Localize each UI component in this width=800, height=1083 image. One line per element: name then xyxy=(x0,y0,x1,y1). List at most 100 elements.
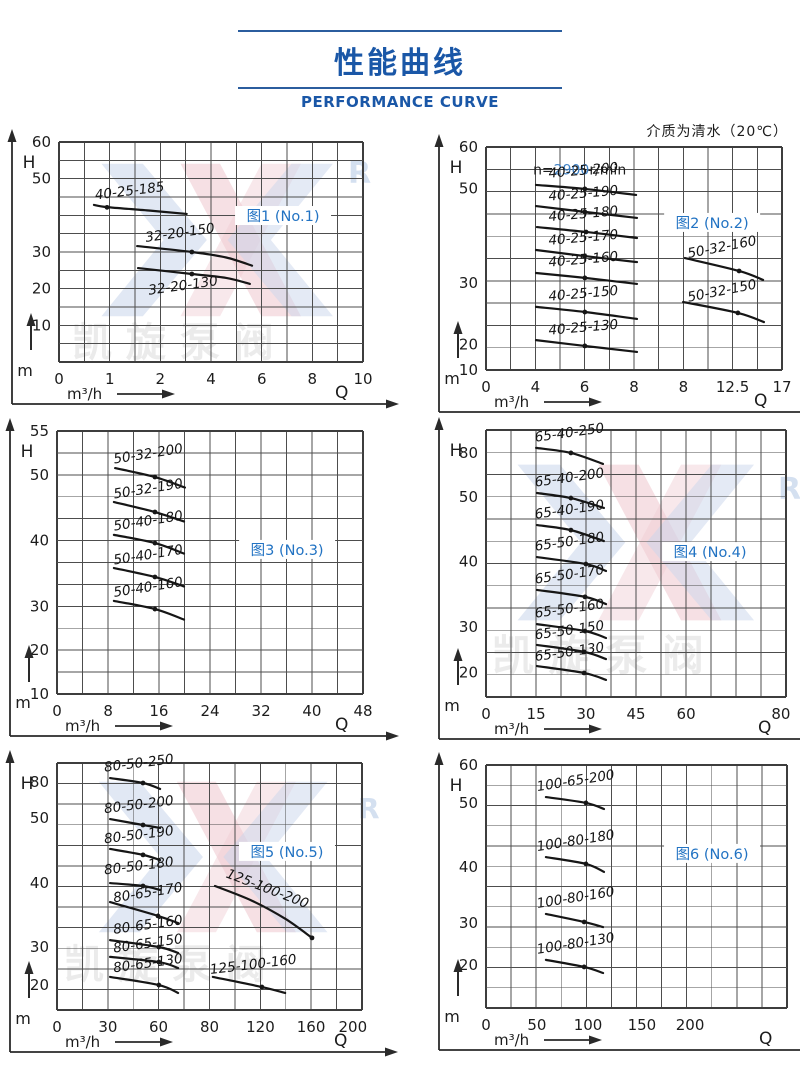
flow-arrow-icon xyxy=(589,397,602,407)
svg-text:50: 50 xyxy=(527,1016,546,1034)
axis-frame xyxy=(9,429,387,737)
meter-arrow-icon xyxy=(26,313,36,326)
curve-label: 125-100-160 xyxy=(209,952,297,978)
curve-40-25-170: 40-25-170 xyxy=(534,227,639,264)
svg-text:m³/h: m³/h xyxy=(67,385,102,403)
axis-captions: Hm m³/h Q xyxy=(15,442,348,735)
rated-point-dot xyxy=(582,209,588,215)
curve-100-80-160: 100-80-160 xyxy=(536,884,616,929)
rated-point-dot xyxy=(583,861,589,867)
svg-text:图5 (No.5): 图5 (No.5) xyxy=(250,845,323,861)
axis-frame xyxy=(438,428,800,740)
svg-text:200: 200 xyxy=(676,1016,705,1034)
axis-tick-labels: 80 50 40 30 20 0 15 30 45 60 80 xyxy=(459,444,791,723)
y-axis-arrow-icon xyxy=(5,750,15,763)
svg-text:Q: Q xyxy=(335,383,348,403)
svg-text:50: 50 xyxy=(459,488,478,506)
svg-text:m: m xyxy=(444,1007,460,1026)
svg-text:H: H xyxy=(450,441,463,461)
svg-text:40: 40 xyxy=(459,858,478,876)
rated-point-dot xyxy=(152,540,158,546)
axis-tick-labels: 60 50 30 20 100 4 6 8 8 12.5 17 xyxy=(459,138,792,396)
svg-text:0: 0 xyxy=(481,1016,491,1034)
svg-text:40: 40 xyxy=(459,552,478,570)
curve-label: 100-80-160 xyxy=(536,884,616,912)
svg-text:60: 60 xyxy=(149,1018,168,1036)
flow-arrow-icon xyxy=(162,389,175,399)
curve-125-100-160: 125-100-160 xyxy=(209,952,297,995)
svg-text:20: 20 xyxy=(459,335,478,353)
curve-40-25-200: 40-25-200 xyxy=(534,160,638,197)
svg-text:图4 (No.4): 图4 (No.4) xyxy=(674,545,747,561)
figure-label-no1: 图1 (No.1) xyxy=(235,206,332,226)
svg-text:200: 200 xyxy=(339,1018,368,1036)
svg-text:40: 40 xyxy=(30,532,49,550)
figure-label-no6: 图6 (No.6) xyxy=(664,843,761,863)
svg-text:20: 20 xyxy=(459,663,478,681)
curve-32-20-130: 32-20-130 xyxy=(136,266,252,299)
svg-text:Q: Q xyxy=(335,715,348,735)
svg-text:30: 30 xyxy=(459,618,478,636)
svg-text:m³/h: m³/h xyxy=(494,393,529,411)
curve-label: 40-25-170 xyxy=(548,227,619,249)
svg-text:8: 8 xyxy=(103,702,113,720)
curve-50-40-160: 50-40-160 xyxy=(112,574,186,621)
meter-arrow-icon xyxy=(453,959,463,972)
rated-point-dot xyxy=(156,959,162,965)
curve-label: 65-40-250 xyxy=(534,420,605,446)
curve-label: 40-25-200 xyxy=(548,160,619,182)
curve-label: 65-50-170 xyxy=(534,562,605,588)
rated-point-dot xyxy=(104,204,110,210)
svg-text:10: 10 xyxy=(459,361,478,379)
svg-text:2: 2 xyxy=(155,370,165,388)
svg-text:20: 20 xyxy=(459,956,478,974)
rated-point-dot xyxy=(189,249,195,255)
x-axis-arrow-icon xyxy=(385,1047,398,1057)
curve-label: 50-32-190 xyxy=(112,476,184,503)
svg-text:80: 80 xyxy=(459,444,478,462)
svg-text:40: 40 xyxy=(302,702,321,720)
svg-text:0: 0 xyxy=(54,370,64,388)
curve-label: 100-80-130 xyxy=(536,930,616,958)
rated-point-dot xyxy=(581,964,587,970)
curve-label: 65-50-130 xyxy=(534,639,605,665)
axis-captions: Hm m³/h Q xyxy=(444,776,772,1049)
svg-text:图6 (No.6): 图6 (No.6) xyxy=(676,847,749,863)
rated-point-dot xyxy=(583,229,589,235)
svg-text:0: 0 xyxy=(52,702,62,720)
flow-arrow-icon xyxy=(589,1035,602,1045)
curve-label: 50-40-180 xyxy=(112,508,184,535)
x-axis-arrow-icon xyxy=(386,731,399,741)
axis-frame xyxy=(438,145,800,413)
svg-text:Q: Q xyxy=(759,1029,772,1049)
chart-canvas-no1: 60 50 30 20 10 0 1 2 4 6 8 10 Hm m³/h Q 40-25-185 32-20-… xyxy=(7,129,399,409)
curve-32-20-150: 32-20-150 xyxy=(136,220,254,267)
rated-point-dot xyxy=(568,450,574,456)
rated-point-dot xyxy=(581,919,587,925)
curve-125-100-200: 125-100-200 xyxy=(213,866,315,941)
svg-text:120: 120 xyxy=(246,1018,275,1036)
svg-text:60: 60 xyxy=(32,133,51,151)
curve-label: 40-25-180 xyxy=(548,203,619,225)
axis-frame xyxy=(11,140,387,405)
svg-text:Q: Q xyxy=(334,1031,347,1051)
flow-arrow-icon xyxy=(589,724,602,734)
rated-point-dot xyxy=(152,574,158,580)
speed-annotation: n=2900r/min xyxy=(533,162,626,178)
curve-80-50-200: 80-50-200 xyxy=(103,793,175,830)
svg-text:10: 10 xyxy=(32,316,51,334)
rated-point-dot xyxy=(582,186,588,192)
axis-captions: Hm m³/h Q xyxy=(444,158,767,411)
curve-label: 50-32-160 xyxy=(686,233,758,262)
rated-point-dot xyxy=(309,935,315,941)
flow-arrow-icon xyxy=(160,721,173,731)
x-axis-arrow-icon xyxy=(386,399,399,409)
rated-point-dot xyxy=(735,310,741,316)
svg-text:m: m xyxy=(444,696,460,715)
figure-label-no4: 图4 (No.4) xyxy=(662,542,759,562)
svg-text:12.5: 12.5 xyxy=(716,378,749,396)
curve-40-25-150: 40-25-150 xyxy=(534,283,639,321)
curve-label: 80-50-200 xyxy=(103,793,174,817)
svg-text:45: 45 xyxy=(626,705,645,723)
